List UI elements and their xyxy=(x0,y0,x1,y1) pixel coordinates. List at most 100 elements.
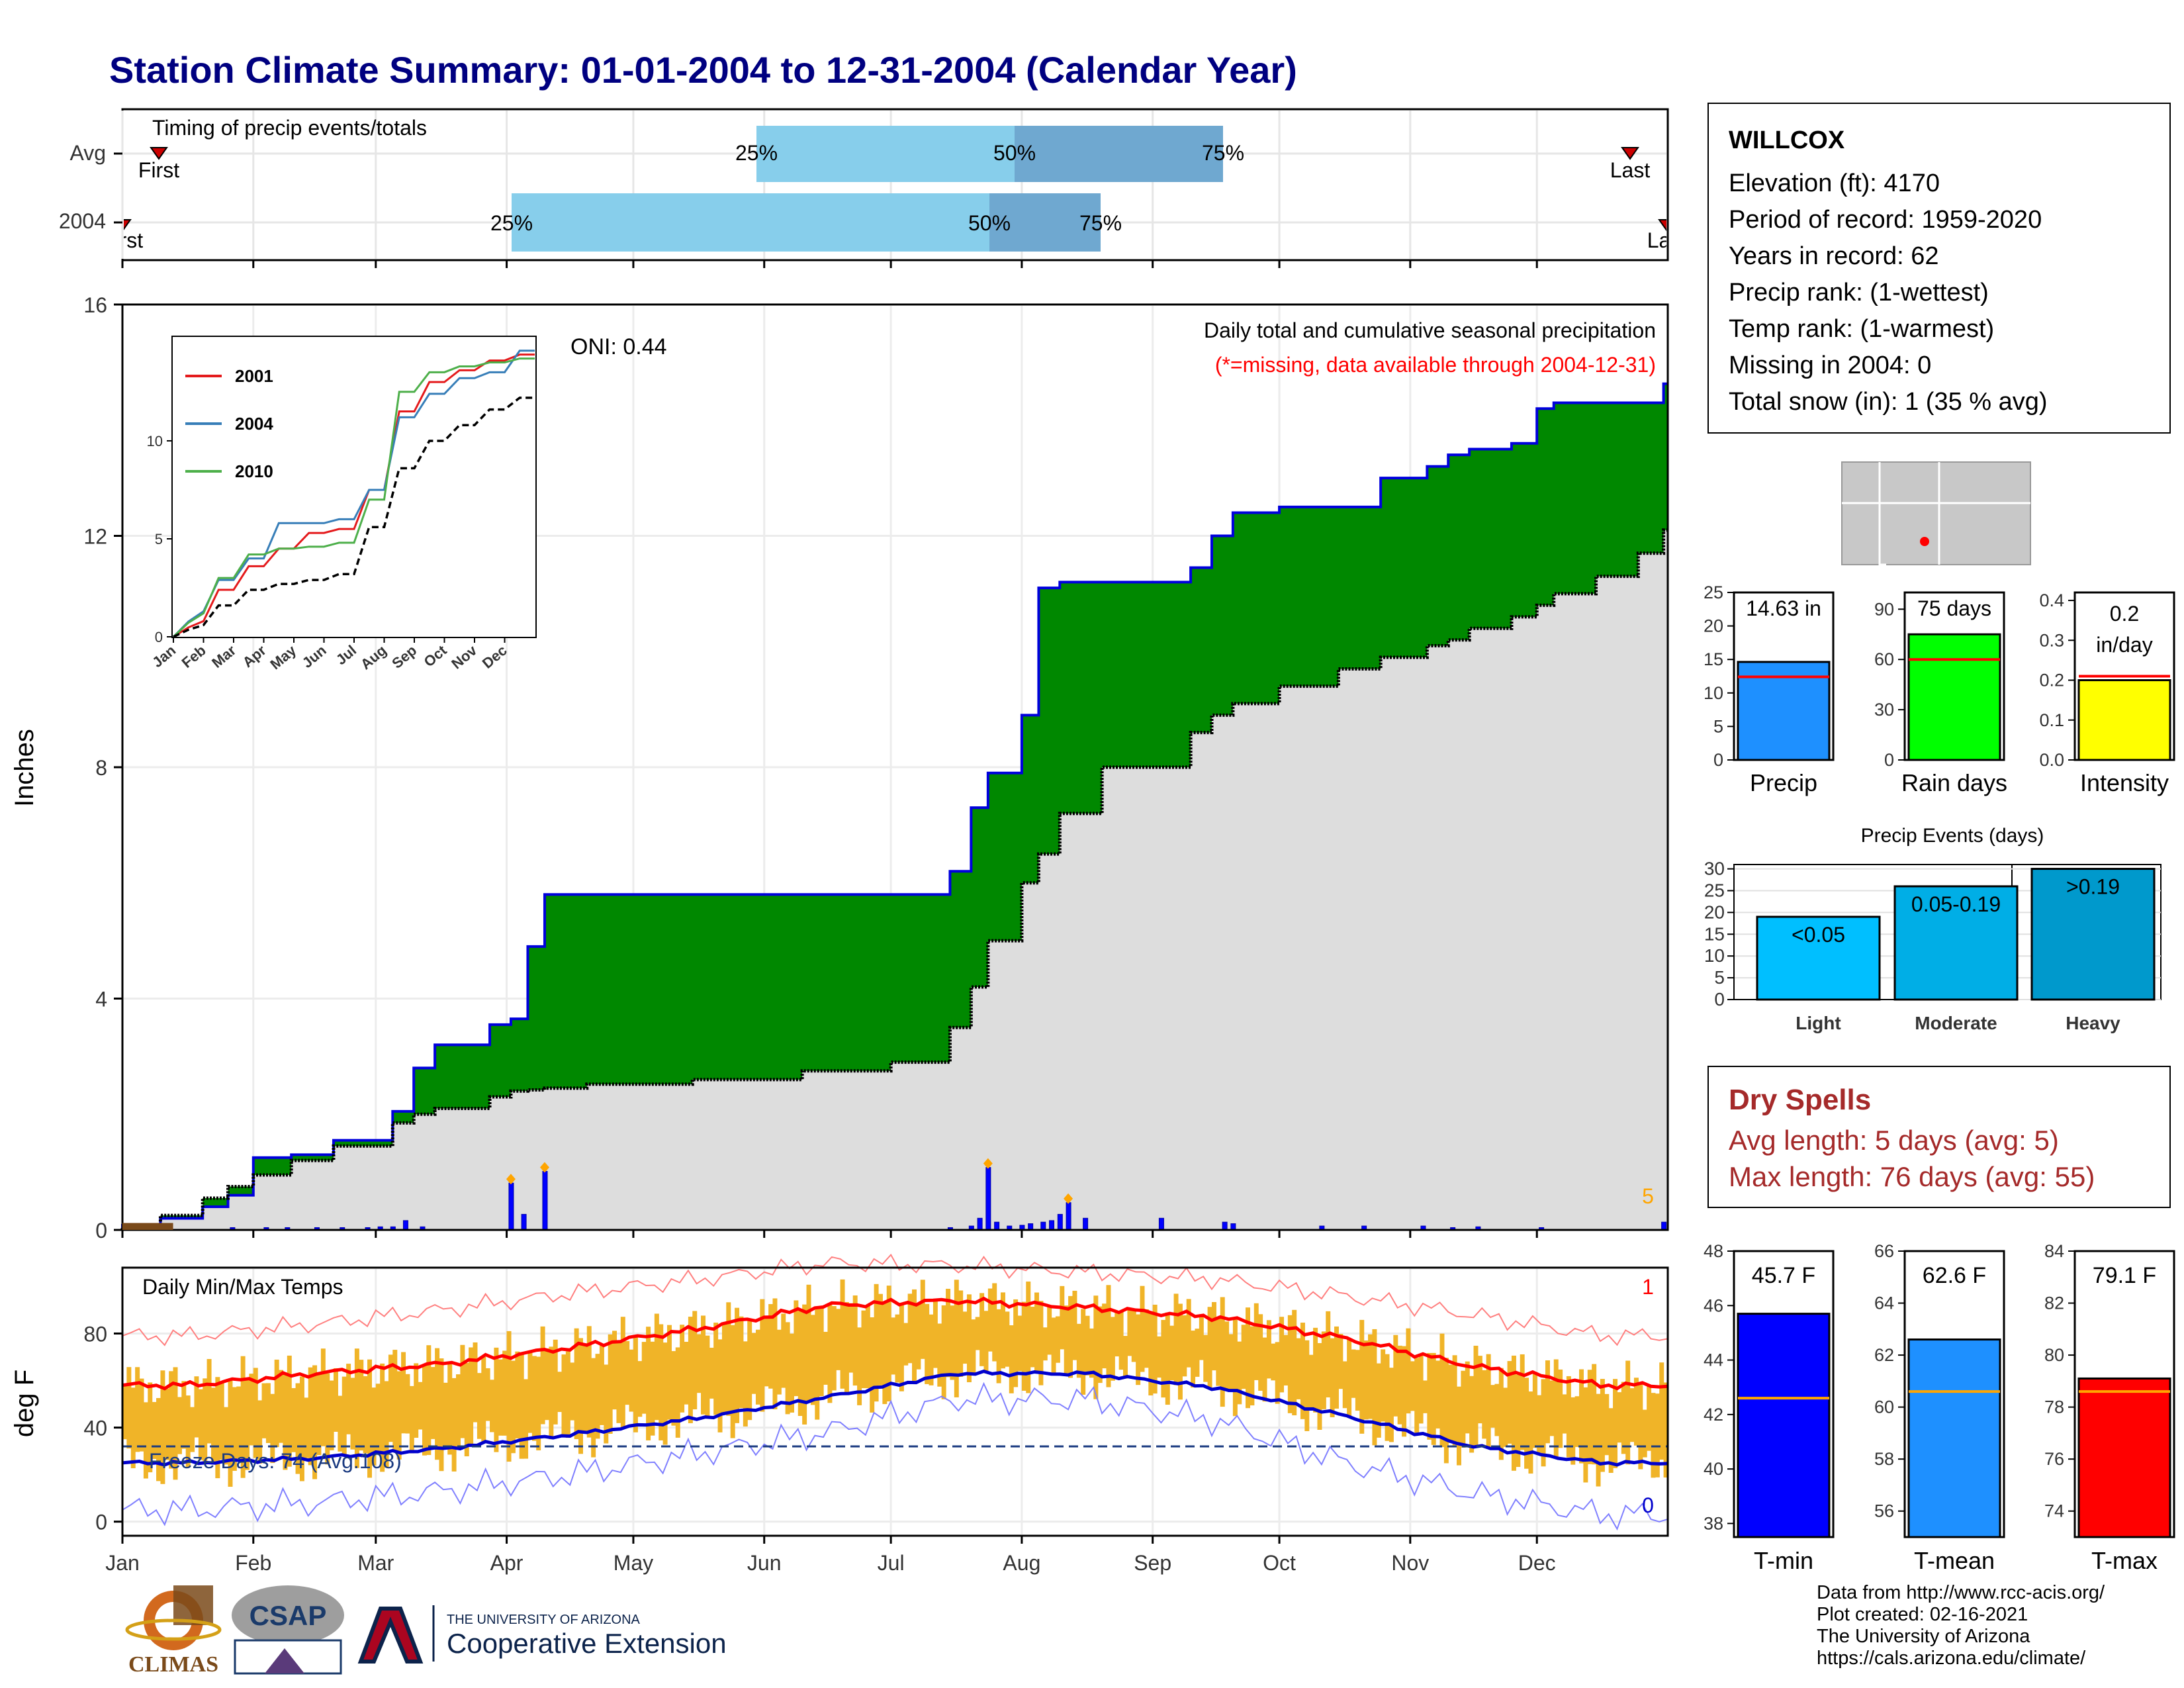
events-bar xyxy=(2030,868,2156,1001)
temp-day-bar xyxy=(1169,1325,1175,1381)
avg-max-line xyxy=(122,1296,1668,1391)
temp-day-bar xyxy=(781,1313,786,1388)
ua-logo: THE UNIVERSITY OF ARIZONA Cooperative Ex… xyxy=(357,1605,727,1664)
temp-day-bar xyxy=(920,1280,925,1359)
temp-day-bar xyxy=(1131,1309,1136,1362)
temp-day-bar xyxy=(899,1303,904,1391)
temp-day-bar xyxy=(363,1376,368,1454)
temp-day-bar xyxy=(1532,1372,1537,1448)
temp-day-bar xyxy=(156,1397,161,1481)
temp-hi-count: 1 xyxy=(1642,1275,1654,1299)
temp-day-bar xyxy=(751,1333,756,1394)
avg-min-line xyxy=(122,1369,1668,1467)
dry-spells-max: Max length: 76 days (avg: 55) xyxy=(1729,1161,2095,1192)
cumulative-surplus-area xyxy=(122,383,1668,1230)
daily-precip-bar xyxy=(994,1221,1000,1231)
page-title: Station Climate Summary: 01-01-2004 to 1… xyxy=(109,49,1297,91)
temp-day-bar xyxy=(1085,1315,1090,1376)
temp-day-bar xyxy=(164,1388,169,1460)
temp-day-bar xyxy=(1498,1368,1504,1460)
temp-summary-ytick-label: 80 xyxy=(2044,1345,2064,1365)
temp-day-bar xyxy=(464,1362,469,1456)
temp-day-bar xyxy=(1326,1311,1331,1397)
temp-day-bar xyxy=(616,1341,621,1423)
inset-ytick-label: 0 xyxy=(155,629,163,645)
temp-day-bar xyxy=(329,1380,334,1450)
daily-precip-bar xyxy=(985,1167,991,1231)
daily-precip-bar xyxy=(521,1213,527,1231)
raindays-ytick-label: 90 xyxy=(1874,599,1894,619)
temp-day-bar xyxy=(1651,1393,1656,1478)
raindays-ytick-label: 60 xyxy=(1874,649,1894,669)
events-ytick-label: 25 xyxy=(1704,880,1725,900)
daily-precip-bar xyxy=(508,1182,514,1231)
temp-day-bar xyxy=(1283,1335,1289,1386)
temp-day-bar xyxy=(912,1289,917,1383)
temp-day-bar xyxy=(878,1293,883,1385)
temp-day-bar xyxy=(477,1373,482,1439)
temp-day-bar xyxy=(604,1364,609,1444)
events-ytick-label: 30 xyxy=(1704,859,1725,879)
csap-text: CSAP xyxy=(250,1600,327,1631)
temp-day-bar xyxy=(827,1303,833,1403)
events-ytick-label: 0 xyxy=(1714,989,1725,1009)
daily-precip-bar xyxy=(1083,1217,1089,1231)
temp-summary-ytick-label: 48 xyxy=(1704,1241,1723,1261)
station-info-line: Missing in 2004: 0 xyxy=(1729,352,1932,379)
temp-day-bar xyxy=(304,1397,309,1458)
temp-day-bar xyxy=(148,1382,153,1473)
temp-summary-value: 62.6 F xyxy=(1923,1263,1986,1288)
temp-summary-label: T-max xyxy=(2091,1547,2158,1574)
temp-day-bar xyxy=(1000,1292,1005,1369)
inset-series-line xyxy=(172,350,535,638)
temp-day-bar xyxy=(375,1383,381,1452)
temp-day-bar xyxy=(245,1378,250,1470)
temp-day-bar xyxy=(1330,1338,1335,1417)
temp-day-bar xyxy=(608,1334,613,1434)
precip-ytick-label: 8 xyxy=(95,756,107,780)
temp-day-bar xyxy=(341,1376,347,1455)
temp-day-bar xyxy=(1072,1290,1077,1360)
temp-day-bar xyxy=(840,1279,845,1389)
events-bar-label: 0.05-0.19 xyxy=(1911,892,2001,916)
temp-day-bar xyxy=(625,1340,630,1405)
temp-day-bar xyxy=(1621,1382,1626,1454)
temp-day-bar xyxy=(414,1363,419,1438)
temp-day-bar xyxy=(384,1381,389,1468)
timing-2004-25-50-bar xyxy=(512,193,989,252)
temp-day-bar xyxy=(1317,1342,1322,1430)
temp-day-bar xyxy=(726,1302,731,1416)
temp-day-bar xyxy=(764,1317,769,1387)
temp-day-bar xyxy=(671,1351,676,1426)
temp-day-bar xyxy=(210,1387,216,1462)
avg-last-label: Last xyxy=(1610,158,1651,182)
temp-day-bar xyxy=(874,1284,879,1402)
temp-day-bar xyxy=(1191,1331,1196,1388)
temp-day-bar xyxy=(1165,1312,1170,1405)
temp-day-bar xyxy=(544,1348,549,1421)
temp-day-bar xyxy=(1516,1374,1521,1468)
temp-day-bar xyxy=(870,1317,875,1413)
temp-day-bar xyxy=(228,1380,233,1487)
temp-day-bar xyxy=(426,1345,432,1455)
timing-panel-label: Timing of precip events/totals xyxy=(152,116,427,140)
temp-day-bar xyxy=(1026,1281,1031,1393)
month-label: Oct xyxy=(1263,1551,1296,1575)
temp-day-bar xyxy=(295,1383,300,1474)
temp-day-bar xyxy=(848,1303,854,1373)
temp-day-bar xyxy=(941,1305,946,1399)
temp-day-bar xyxy=(599,1344,604,1425)
temp-day-bar xyxy=(515,1351,520,1439)
temp-day-bar xyxy=(177,1397,182,1454)
temp-day-bar xyxy=(1351,1349,1356,1398)
temp-day-bar xyxy=(371,1387,377,1466)
temp-day-bar xyxy=(194,1376,199,1438)
temp-day-bar xyxy=(498,1359,503,1436)
temp-day-bar xyxy=(1228,1334,1234,1392)
temp-day-bar xyxy=(126,1367,132,1449)
temp-day-bar xyxy=(1629,1388,1635,1442)
temp-day-bar xyxy=(1148,1313,1154,1396)
temp-day-bar xyxy=(1157,1336,1162,1378)
temp-day-bar xyxy=(1250,1326,1255,1406)
temp-day-bar xyxy=(570,1362,575,1421)
